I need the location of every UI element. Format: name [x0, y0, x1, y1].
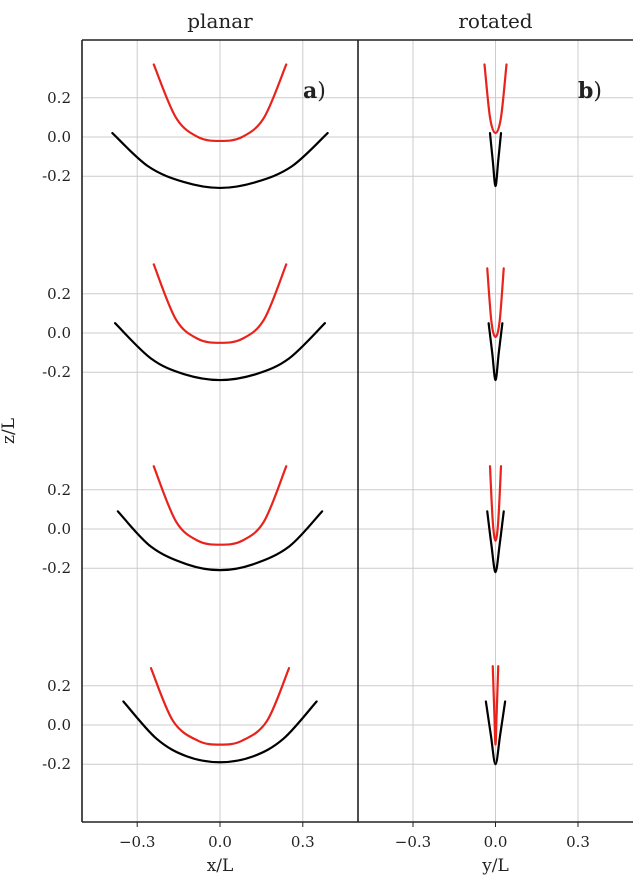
panel-2-xtick-label-2: 0.0: [484, 833, 508, 851]
panel-2-row-1-red-curve: [483, 63, 508, 135]
panel-2-row-4-red-curve: [491, 665, 500, 746]
panel-2-row-4-black-curve: [484, 700, 507, 766]
row-4-ytick-label-3: -0.2: [42, 755, 71, 773]
row-1-ytick-label-3: -0.2: [42, 167, 71, 185]
panel-2-title: rotated: [458, 9, 532, 33]
panel-1-row-1-black-curve: [111, 131, 329, 190]
panel-2-row-3-black-curve: [486, 510, 505, 574]
panel-1-xtick-label-3: 0.3: [291, 833, 315, 851]
panel-2-row-2-red-curve: [486, 267, 505, 339]
panel-2-tag-paren: ): [593, 79, 602, 104]
row-4-ytick-label-1: 0.2: [47, 677, 71, 695]
panel-1-tag-paren: ): [317, 79, 326, 104]
row-4-ytick-label-2: 0.0: [47, 716, 71, 734]
panel-2-tag: b): [578, 78, 602, 104]
row-2-ytick-label-2: 0.0: [47, 324, 71, 342]
row-3-ytick-label-2: 0.0: [47, 520, 71, 538]
panel-2-xlabel: y/L: [481, 856, 509, 876]
panel-2-xtick-label-1: −0.3: [395, 833, 431, 851]
panel-1-row-2-red-curve: [152, 263, 288, 344]
row-2-ytick-label-3: -0.2: [42, 363, 71, 381]
row-1-ytick-label-2: 0.0: [47, 128, 71, 146]
frame-layer: [81, 39, 633, 827]
panel-1-row-4-black-curve: [122, 700, 318, 764]
panel-2-xtick-label-3: 0.3: [566, 833, 590, 851]
panel-1-tag: a): [303, 78, 326, 104]
row-1-ytick-label-1: 0.2: [47, 89, 71, 107]
panel-2-row-2-black-curve: [487, 322, 504, 382]
panel-1-row-1-red-curve: [152, 63, 288, 143]
panel-2-row-1-black-curve: [488, 131, 503, 188]
panel-1-row-2-black-curve: [114, 322, 326, 382]
panel-1-row-4-red-curve: [149, 667, 291, 746]
curve-layer: [111, 63, 508, 766]
row-2-ytick-label-1: 0.2: [47, 285, 71, 303]
label-layer: −0.3 0.0 0.3 planar a) x/L −0.3 0.0 0.3 rotated b)…: [0, 9, 602, 876]
panel-2-row-3-red-curve: [488, 465, 503, 542]
panel-1-xlabel: x/L: [207, 856, 234, 876]
panel-1-row-3-black-curve: [116, 510, 324, 572]
row-3-ytick-label-1: 0.2: [47, 481, 71, 499]
panel-1-row-3-red-curve: [152, 465, 288, 546]
y-axis-label: z/L: [0, 418, 19, 444]
grid-layer: [82, 40, 633, 822]
row-3-ytick-label-3: -0.2: [42, 559, 71, 577]
panel-1-title: planar: [187, 9, 253, 33]
panel-1-xtick-label-2: 0.0: [208, 833, 232, 851]
panel-1-xtick-label-1: −0.3: [119, 833, 155, 851]
